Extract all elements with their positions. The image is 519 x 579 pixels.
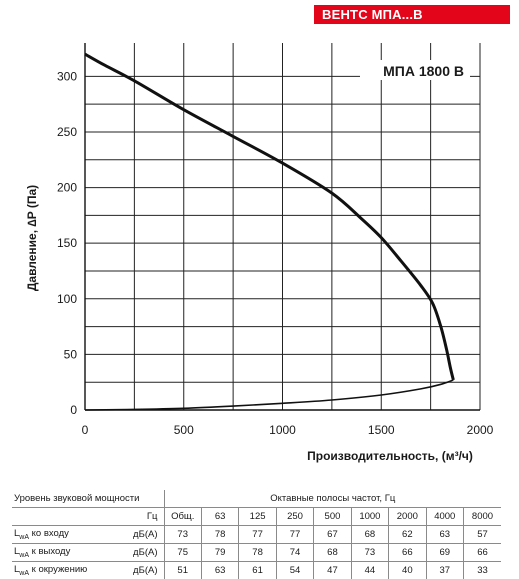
table-cell: 67 [313,525,352,544]
chart-axes [84,43,480,411]
row-label-sub: wA [19,533,30,541]
table-cell: 69 [425,543,464,562]
chart-curves [84,52,455,411]
row-label-sub: wA [19,551,30,559]
col1-header: Уровень звуковой мощности [14,493,140,504]
table-subheader-row: Гц Общ. 63 125 250 500 1000 2000 4000 80… [12,507,501,526]
y-tick-label: 200 [57,181,77,195]
table-cell: 51 [163,561,202,579]
row-label-text: к выходу [29,546,71,558]
row-unit: дБ(А) [114,543,164,562]
table-cell: 40 [388,561,427,579]
table-row: LwA к окружению дБ(А) 51 63 61 54 47 44 … [12,561,501,579]
row-label-sub: wA [19,569,30,577]
chart-ticks: 0 500 1000 1500 2000 0 50 100 150 200 250 300 [57,69,494,437]
table-cell: 79 [200,543,239,562]
series-line-1 [84,379,454,411]
bands-header: Октавные полосы частот, Гц [163,490,501,508]
x-axis-title: Производительность, (м³/ч) [307,449,473,463]
table-header-row: Уровень звуковой мощности Октавные полос… [12,490,501,508]
x-tick-label: 500 [174,423,194,437]
y-tick-label: 100 [57,292,77,306]
table-cell: 62 [388,525,427,544]
y-tick-label: 150 [57,236,77,250]
table-cell: 66 [463,543,501,562]
col-header: 250 [275,507,314,526]
y-tick-label: 300 [57,69,77,83]
x-tick-label: 1000 [269,423,296,437]
col-header: 500 [313,507,352,526]
table-cell: 74 [275,543,314,562]
table-cell: 77 [238,525,277,544]
table-cell: 75 [163,543,202,562]
x-tick-label: 0 [82,423,89,437]
row-label-text: к окружению [29,564,88,576]
table-cell: 73 [350,543,389,562]
table-cell: 63 [425,525,464,544]
col-header: 8000 [463,507,501,526]
table-cell: 57 [463,525,501,544]
table-cell: 54 [275,561,314,579]
y-tick-label: 0 [70,403,77,417]
y-tick-label: 50 [64,347,78,361]
table-cell: 78 [200,525,239,544]
row-unit: дБ(А) [114,561,164,579]
table-cell: 63 [200,561,239,579]
col-header: 63 [200,507,239,526]
table-cell: 47 [313,561,352,579]
table-cell: 68 [350,525,389,544]
row-label-text: ко входу [29,528,69,540]
sound-power-table: Уровень звуковой мощности Октавные полос… [12,490,501,579]
y-axis-title: Давление, ∆P (Па) [25,185,39,291]
series-line-0 [84,52,455,381]
table-cell: 77 [275,525,314,544]
x-tick-label: 1500 [368,423,395,437]
row-unit: дБ(А) [114,525,164,544]
col-header: Общ. [163,507,202,526]
performance-chart: 0 500 1000 1500 2000 0 50 100 150 200 250 300 МПА 1… [25,43,494,463]
chart-grid [84,43,481,411]
model-label-bg [360,60,470,80]
table-cell: 68 [313,543,352,562]
y-tick-label: 250 [57,125,77,139]
col-header: 4000 [425,507,464,526]
col-header: 2000 [388,507,427,526]
table-row: LwA к выходу дБ(А) 75 79 78 74 68 73 66 … [12,543,501,562]
table-cell: 44 [350,561,389,579]
row-label: LwA к выходу [12,543,114,562]
col-header: 125 [238,507,277,526]
row-label: LwA ко входу [12,525,114,544]
hz-unit: Гц [114,507,164,526]
row-label-prefix: L [14,528,20,540]
x-tick-label: 2000 [467,423,494,437]
row-label-prefix: L [14,546,20,558]
model-label: МПА 1800 В [383,63,464,79]
x-axis-title-text: Производительность, (м³/ч) [307,449,473,463]
table-cell: 66 [388,543,427,562]
row-label-prefix: L [14,564,20,576]
col-header: 1000 [350,507,389,526]
table-row: LwA ко входу дБ(А) 73 78 77 77 67 68 62 … [12,525,501,544]
table-cell: 61 [238,561,277,579]
table-cell: 73 [163,525,202,544]
table-cell: 78 [238,543,277,562]
table-cell: 37 [425,561,464,579]
table-cell: 33 [463,561,501,579]
row-label: LwA к окружению [12,561,114,579]
series-badge: ВЕНТС МПА...В [314,5,510,24]
